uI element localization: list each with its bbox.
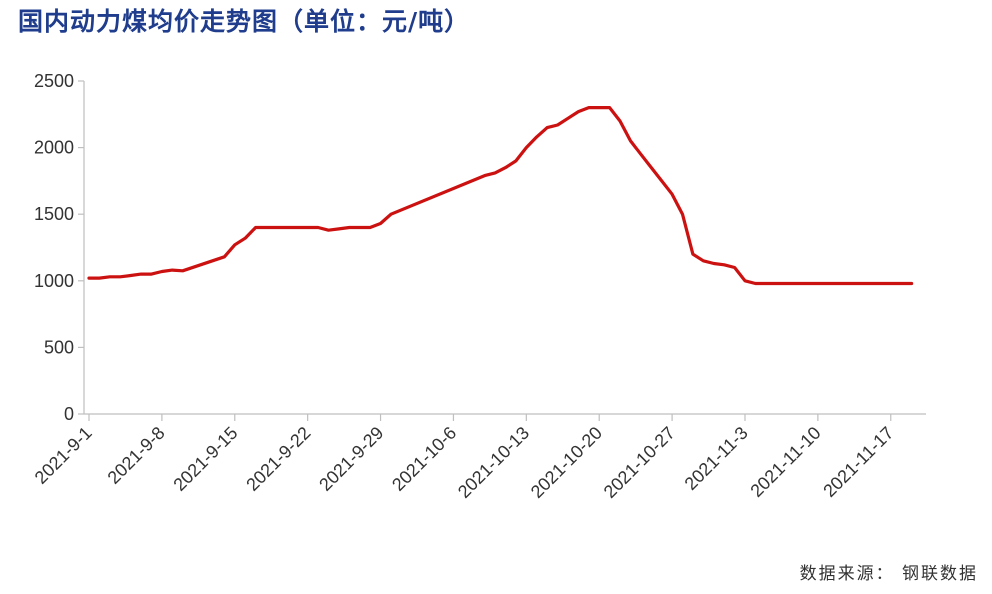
- y-axis-ticks: 0 500 1000 1500 2000 2500: [34, 71, 84, 424]
- x-tick-label: 2021-9-8: [104, 423, 169, 488]
- y-tick-label: 1000: [34, 271, 74, 291]
- x-tick-label: 2021-11-3: [681, 423, 752, 494]
- series-line-0: [87, 105, 914, 286]
- y-tick-label: 1500: [34, 204, 74, 224]
- chart-title: 国内动力煤均价走势图（单位：元/吨）: [18, 7, 471, 36]
- x-axis-ticks: 2021-9-1 2021-9-8 2021-9-15 2021-9-22 2021-9…: [31, 414, 898, 502]
- x-tick-label: 2021-9-1: [31, 423, 96, 488]
- chart-axes: [83, 81, 926, 415]
- x-tick-label: 2021-9-15: [169, 423, 241, 495]
- series-group: [87, 105, 914, 286]
- x-tick-label: 2021-11-17: [819, 423, 897, 501]
- x-tick-label: 2021-11-10: [746, 423, 824, 501]
- x-tick-label: 2021-10-20: [527, 423, 606, 502]
- x-tick-label: 2021-10-6: [388, 423, 460, 495]
- data-source-note: 数据来源： 钢联数据: [799, 564, 978, 584]
- y-tick-label: 500: [44, 337, 74, 357]
- x-tick-label: 2021-9-22: [242, 423, 314, 495]
- x-tick-label: 2021-10-27: [600, 423, 679, 502]
- y-tick-label: 2000: [34, 138, 74, 158]
- y-tick-label: 2500: [34, 71, 74, 91]
- x-tick-label: 2021-10-13: [454, 423, 533, 502]
- x-tick-label: 2021-9-29: [315, 423, 387, 495]
- y-tick-label: 0: [64, 404, 74, 424]
